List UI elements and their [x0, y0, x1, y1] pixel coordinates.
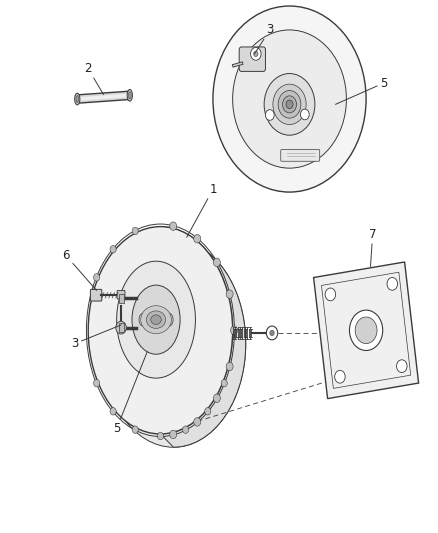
Circle shape [226, 362, 233, 371]
Circle shape [170, 430, 177, 439]
Circle shape [116, 321, 126, 334]
Text: 5: 5 [335, 77, 386, 104]
Ellipse shape [117, 261, 195, 378]
Circle shape [232, 30, 346, 168]
Circle shape [349, 310, 382, 351]
Circle shape [250, 47, 261, 60]
Text: 1: 1 [186, 183, 216, 237]
Circle shape [182, 426, 188, 433]
Ellipse shape [74, 93, 80, 105]
Circle shape [286, 100, 292, 109]
Circle shape [253, 51, 258, 56]
Circle shape [264, 74, 314, 135]
Circle shape [132, 426, 138, 433]
Circle shape [93, 274, 99, 281]
Circle shape [170, 222, 177, 230]
Circle shape [132, 227, 138, 235]
Circle shape [204, 408, 210, 415]
Circle shape [386, 278, 397, 290]
FancyBboxPatch shape [117, 290, 125, 299]
Circle shape [396, 360, 406, 373]
Text: 3: 3 [254, 23, 273, 54]
Circle shape [282, 96, 296, 113]
Ellipse shape [128, 92, 131, 99]
Circle shape [193, 418, 200, 426]
Ellipse shape [127, 90, 132, 101]
Circle shape [110, 408, 116, 415]
Circle shape [278, 91, 300, 118]
Circle shape [212, 6, 365, 192]
Circle shape [265, 110, 274, 120]
Circle shape [221, 379, 227, 387]
Polygon shape [313, 262, 418, 399]
FancyBboxPatch shape [239, 47, 265, 71]
Ellipse shape [101, 240, 245, 447]
Circle shape [193, 235, 200, 243]
Circle shape [226, 290, 233, 298]
Circle shape [93, 379, 99, 387]
Circle shape [334, 370, 344, 383]
Polygon shape [160, 227, 245, 447]
Text: 2: 2 [84, 62, 103, 94]
Circle shape [325, 288, 335, 301]
Ellipse shape [165, 313, 173, 326]
Ellipse shape [139, 313, 147, 326]
Circle shape [354, 317, 376, 344]
Circle shape [300, 109, 308, 120]
Text: 5: 5 [113, 352, 147, 435]
Circle shape [213, 394, 220, 402]
Circle shape [272, 84, 305, 125]
Ellipse shape [88, 227, 232, 434]
Circle shape [230, 326, 237, 335]
Ellipse shape [141, 306, 171, 334]
Circle shape [110, 246, 116, 253]
Circle shape [269, 330, 274, 336]
Text: 3: 3 [71, 325, 121, 350]
Ellipse shape [132, 285, 180, 354]
FancyBboxPatch shape [280, 150, 319, 161]
FancyBboxPatch shape [119, 324, 124, 332]
Ellipse shape [146, 311, 165, 328]
FancyBboxPatch shape [119, 294, 124, 303]
Circle shape [266, 326, 277, 340]
Circle shape [213, 258, 220, 266]
Ellipse shape [76, 95, 78, 102]
Text: 7: 7 [368, 228, 375, 266]
Circle shape [157, 432, 163, 440]
Ellipse shape [150, 315, 161, 325]
Text: 6: 6 [63, 249, 96, 290]
FancyBboxPatch shape [90, 289, 102, 301]
